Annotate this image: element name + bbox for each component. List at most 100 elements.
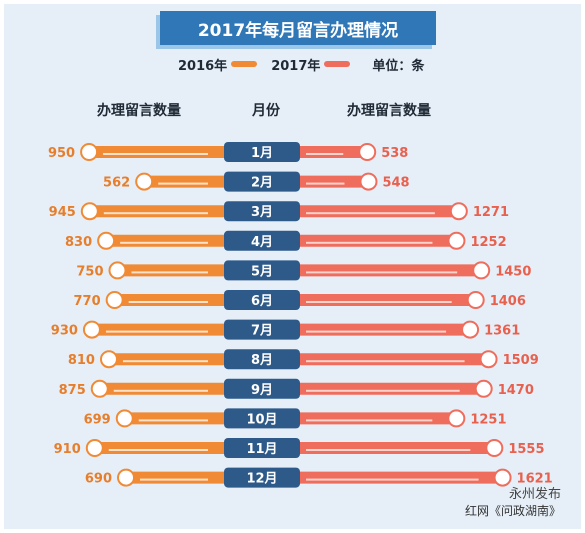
month-pill (224, 408, 300, 429)
bar-2016 (144, 175, 234, 188)
value-label-2016: 750 (76, 264, 103, 279)
month-label: 1月 (251, 146, 273, 161)
month-label: 11月 (246, 442, 277, 457)
bar-2016-cap (135, 172, 154, 191)
bar-2017-cap (474, 379, 493, 398)
bar-2016 (91, 323, 234, 336)
bar-2017 (290, 353, 489, 366)
month-pill (224, 438, 300, 458)
bar-2016 (106, 234, 234, 247)
bar-2016-highlight (131, 271, 208, 274)
bar-2016-highlight (103, 212, 208, 215)
bar-2016-cap (97, 231, 116, 250)
bar-2016 (89, 146, 234, 158)
bar-2017-cap (461, 320, 480, 339)
unit-label: 单位：条 (372, 58, 425, 74)
month-label: 8月 (251, 353, 273, 368)
bar-2016-cap (82, 320, 101, 339)
bar-2016-cap (105, 291, 124, 309)
bar-2016-highlight (128, 301, 208, 303)
bar-2017-cap (449, 202, 468, 221)
bar-2016-highlight (108, 449, 208, 451)
value-label-2016: 810 (68, 353, 95, 368)
value-label-2016: 770 (74, 294, 101, 309)
bar-2017-cap (485, 439, 504, 457)
value-label-2016: 699 (84, 412, 111, 427)
bar-2017 (290, 146, 368, 158)
value-label-2017: 1450 (495, 264, 531, 279)
center-column-header: 月份 (252, 103, 280, 119)
bar-2017 (290, 412, 457, 425)
bar-2017 (290, 234, 457, 247)
bar-2017 (290, 471, 503, 484)
bar-2016-cap (99, 350, 118, 369)
bar-2016-cap (85, 439, 104, 457)
value-label-2017: 538 (381, 146, 408, 161)
month-label: 12月 (246, 472, 277, 487)
month-pill (224, 260, 300, 281)
month-pill (224, 349, 300, 370)
bar-2017 (290, 205, 459, 218)
value-label-2016: 690 (85, 472, 112, 487)
value-label-2017: 1555 (508, 442, 544, 457)
bar-2016-cap (80, 143, 99, 161)
value-label-2017: 1621 (517, 472, 553, 487)
bar-2017-cap (472, 261, 491, 280)
legend: 2016年 2017年 单位：条 (178, 54, 424, 74)
bar-2017-highlight (306, 301, 452, 303)
month-pill (224, 201, 300, 222)
value-label-2017: 1271 (473, 205, 509, 220)
month-label: 5月 (251, 264, 273, 279)
bar-2016 (126, 471, 234, 484)
bar-2017-highlight (306, 389, 460, 392)
bar-2017-highlight (306, 182, 345, 185)
value-label-2016: 950 (48, 146, 75, 161)
bar-2016-cap (90, 379, 109, 398)
bar-2017 (290, 175, 369, 188)
value-label-2016: 830 (65, 235, 92, 250)
bar-2017-highlight (306, 478, 479, 481)
value-label-2017: 1251 (470, 412, 506, 427)
month-pill (224, 142, 300, 162)
bar-2016 (99, 382, 234, 395)
bar-2016-highlight (113, 389, 208, 392)
bar-2016-highlight (138, 419, 208, 422)
bar-2016 (89, 205, 234, 218)
value-label-2016: 910 (54, 442, 81, 457)
watermark: 永州发布 红网《问政湖南》 (465, 487, 561, 519)
legend-2017-swatch (324, 61, 351, 67)
watermark-brand: 永州发布 (508, 487, 561, 502)
value-label-2017: 1470 (498, 383, 534, 398)
bar-2016 (124, 412, 234, 425)
bar-2016-highlight (120, 241, 208, 244)
bar-2016-cap (80, 202, 99, 221)
value-label-2017: 1361 (484, 324, 520, 339)
value-label-2016: 930 (51, 324, 78, 339)
bar-2016-highlight (122, 360, 208, 363)
month-label: 4月 (251, 235, 273, 250)
bar-2017-highlight (306, 153, 344, 155)
chart-title: 2017年每月留言办理情况 (160, 11, 436, 45)
bar-2017 (290, 294, 476, 306)
month-pill (224, 467, 300, 488)
value-label-2016: 945 (49, 205, 76, 220)
bar-2017-highlight (306, 360, 465, 363)
bar-2017-cap (479, 350, 498, 369)
month-pill (224, 230, 300, 251)
value-label-2017: 1406 (490, 294, 526, 309)
bar-2016-highlight (140, 478, 208, 481)
bar-2017 (290, 323, 471, 336)
bar-2016 (114, 294, 234, 306)
bar-2016 (117, 264, 234, 277)
bar-2016-highlight (103, 153, 208, 155)
bar-2017-highlight (306, 212, 435, 215)
bar-2017-highlight (306, 419, 433, 422)
bar-2017-cap (466, 291, 485, 309)
month-label: 9月 (251, 383, 273, 398)
bar-2017-cap (359, 172, 378, 191)
legend-2017-label: 2017年 (271, 58, 321, 74)
bar-2017-highlight (306, 330, 447, 333)
value-label-2017: 1252 (470, 235, 506, 250)
